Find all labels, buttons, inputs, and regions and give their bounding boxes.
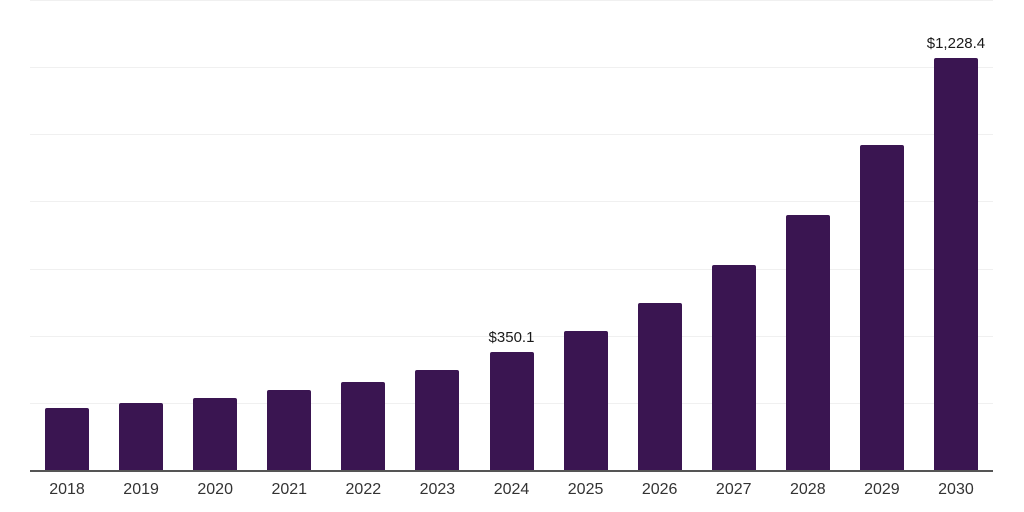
bar-2023: [415, 369, 460, 470]
gridline-1400: [30, 0, 993, 1]
bar-2026: [637, 303, 682, 470]
x-tick-2018: 2018: [49, 481, 85, 498]
x-tick-2021: 2021: [271, 481, 308, 498]
bar-2022: [341, 382, 386, 470]
bar-2019: [119, 403, 164, 470]
bar-2018: [45, 408, 90, 470]
x-tick-2023: 2023: [419, 481, 456, 498]
value-label-2024: $350.1: [488, 329, 535, 347]
gridline-1200: [30, 67, 993, 69]
x-tick-2024: 2024: [493, 481, 530, 498]
gridline-1000: [30, 134, 993, 136]
value-label-2030: $1,228.4: [926, 34, 986, 52]
gridline-800: [30, 201, 993, 203]
bar-2021: [267, 390, 312, 470]
bar-2024: [489, 352, 534, 470]
x-tick-2020: 2020: [197, 481, 233, 498]
x-axis-labels: 2018 2019 2020 2021 2022 2023 2024 2025 2026 2027…: [30, 481, 993, 503]
x-tick-2022: 2022: [345, 481, 382, 498]
gridline-400: [30, 335, 993, 337]
plot-area: $350.1 $1,228.4: [30, 0, 993, 472]
bar-2030: [933, 57, 978, 470]
gridline-600: [30, 268, 993, 270]
x-tick-2030: 2030: [938, 481, 974, 498]
x-tick-2019: 2019: [123, 481, 159, 498]
bar-2025: [563, 331, 608, 470]
bar-2029: [859, 145, 904, 470]
x-tick-2028: 2028: [790, 481, 826, 498]
x-tick-2029: 2029: [864, 481, 900, 498]
bar-2020: [193, 397, 238, 470]
bar-2028: [785, 214, 830, 470]
x-tick-2026: 2026: [641, 481, 678, 498]
bar-2027: [711, 264, 756, 470]
x-tick-2025: 2025: [567, 481, 604, 498]
x-tick-2027: 2027: [715, 481, 752, 498]
